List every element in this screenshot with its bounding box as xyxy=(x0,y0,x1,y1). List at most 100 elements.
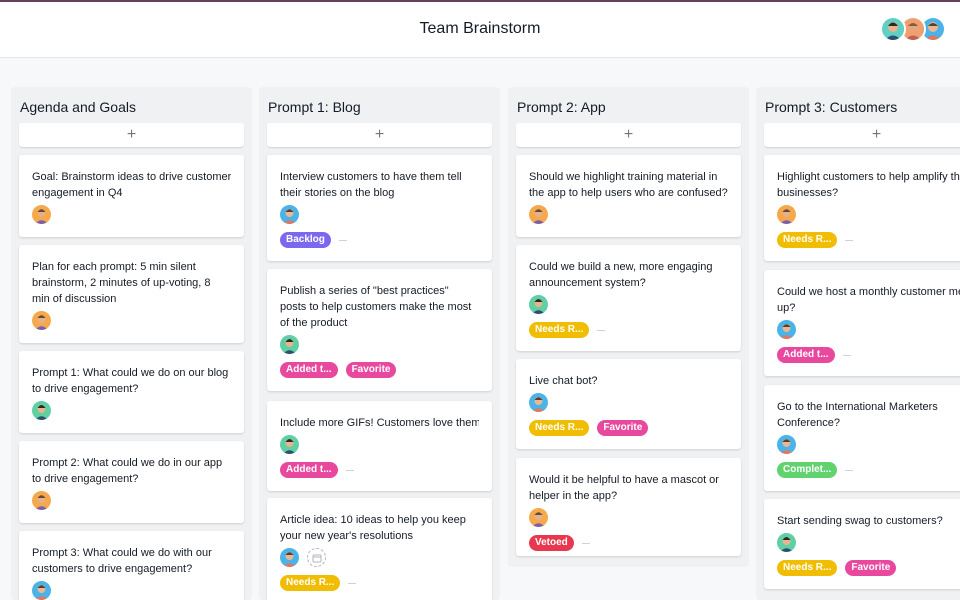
tag-needs-review[interactable]: Needs R... xyxy=(777,560,838,576)
task-card[interactable]: Interview customers to have them tell th… xyxy=(267,155,492,261)
task-name-line: Prompt 3: What could we do with our xyxy=(32,547,212,559)
person-avatar-icon xyxy=(529,295,548,314)
tag-favorite[interactable]: Favorite xyxy=(845,560,897,576)
task-card[interactable]: Publish a series of "best practices" pos… xyxy=(267,269,492,391)
board: Agenda and Goals + Goal: Brainstorm idea… xyxy=(11,87,960,600)
task-name-line: Goal: Brainstorm ideas to drive customer xyxy=(32,171,231,183)
top-bar: Team Brainstorm xyxy=(0,0,960,58)
task-name-line: Start sending swag to customers? xyxy=(777,515,943,527)
task-card[interactable]: Should we highlight training material in… xyxy=(516,155,741,237)
task-name-line: their stories on the blog xyxy=(280,187,395,199)
person-avatar-icon xyxy=(529,508,548,527)
column-title: Prompt 1: Blog xyxy=(268,99,361,115)
tag-separator xyxy=(845,239,854,241)
person-avatar-icon xyxy=(32,581,51,600)
column-prompt-2-app: Prompt 2: App + Should we highlight trai… xyxy=(508,87,749,567)
person-avatar-icon xyxy=(777,320,796,339)
task-card[interactable]: Article idea: 10 ideas to help you keep … xyxy=(267,498,492,600)
assignee-avatar[interactable] xyxy=(32,581,51,600)
tag-added[interactable]: Added t... xyxy=(280,462,338,478)
person-avatar-icon xyxy=(280,205,299,224)
task-card[interactable]: Plan for each prompt: 5 min silent brain… xyxy=(19,245,244,343)
tag-needs-review[interactable]: Needs R... xyxy=(777,232,838,248)
task-card[interactable]: Goal: Brainstorm ideas to drive customer… xyxy=(19,155,244,237)
assignee-avatar[interactable] xyxy=(777,435,796,454)
assignee-avatar[interactable] xyxy=(529,295,548,314)
task-card[interactable]: Include more GIFs! Customers love them A… xyxy=(267,401,492,491)
add-task-button[interactable]: + xyxy=(19,123,244,147)
add-task-button[interactable]: + xyxy=(764,123,960,147)
assignee-avatar[interactable] xyxy=(32,491,51,510)
add-task-button[interactable]: + xyxy=(516,123,741,147)
avatar[interactable] xyxy=(880,16,906,42)
task-name-line: Should we highlight training material in xyxy=(529,171,718,183)
column-prompt-3-customers: Prompt 3: Customers + Highlight customer… xyxy=(756,87,960,600)
task-card[interactable]: Highlight customers to help amplify thei… xyxy=(764,155,960,261)
tag-separator xyxy=(845,469,854,471)
task-card[interactable]: Could we build a new, more engaging anno… xyxy=(516,245,741,351)
assignee-avatar[interactable] xyxy=(32,401,51,420)
tag-favorite[interactable]: Favorite xyxy=(597,420,649,436)
assignee-avatar[interactable] xyxy=(280,435,299,454)
tag-added[interactable]: Added t... xyxy=(280,362,338,378)
due-date-button[interactable] xyxy=(307,548,326,567)
task-card[interactable]: Could we host a monthly customer meet up… xyxy=(764,270,960,376)
tag-needs-review[interactable]: Needs R... xyxy=(529,322,590,338)
assignee-avatar[interactable] xyxy=(280,548,299,567)
task-card[interactable]: Prompt 1: What could we do on our blog t… xyxy=(19,351,244,433)
calendar-icon xyxy=(312,554,321,562)
assignee-avatar[interactable] xyxy=(529,205,548,224)
assignee-avatar[interactable] xyxy=(32,311,51,330)
tag-backlog[interactable]: Backlog xyxy=(280,232,331,248)
tag-added[interactable]: Added t... xyxy=(777,347,835,363)
task-name-line: min of discussion xyxy=(32,293,117,305)
avatar[interactable] xyxy=(900,16,926,42)
tag-needs-review[interactable]: Needs R... xyxy=(529,420,590,436)
task-name-line: to drive engagement? xyxy=(32,383,139,395)
assignee-avatar[interactable] xyxy=(529,508,548,527)
tag-needs-review[interactable]: Needs R... xyxy=(280,575,341,591)
person-avatar-icon xyxy=(280,548,299,567)
add-task-button[interactable]: + xyxy=(267,123,492,147)
task-name-line: your new year's resolutions xyxy=(280,530,413,542)
column-prompt-1-blog: Prompt 1: Blog + Interview customers to … xyxy=(259,87,500,600)
task-name-line: Plan for each prompt: 5 min silent xyxy=(32,261,196,273)
person-avatar-icon xyxy=(777,205,796,224)
tag-complete[interactable]: Complet... xyxy=(777,462,838,478)
task-name-line: Could we build a new, more engaging xyxy=(529,261,713,273)
tag-separator xyxy=(842,354,851,356)
person-avatar-icon xyxy=(280,435,299,454)
assignee-avatar[interactable] xyxy=(280,335,299,354)
tag-vetoed[interactable]: Vetoed xyxy=(529,535,574,551)
person-avatar-icon xyxy=(32,205,51,224)
task-card[interactable]: Would it be helpful to have a mascot or … xyxy=(516,458,741,556)
task-card[interactable]: Live chat bot? Needs R... Favorite xyxy=(516,359,741,449)
task-name-line: Publish a series of "best practices" xyxy=(280,285,449,297)
task-name-line: to drive engagement? xyxy=(32,473,139,485)
person-avatar-icon xyxy=(529,205,548,224)
assignee-avatar[interactable] xyxy=(777,533,796,552)
assignee-avatar[interactable] xyxy=(777,320,796,339)
column-agenda-and-goals: Agenda and Goals + Goal: Brainstorm idea… xyxy=(11,87,252,600)
task-card[interactable]: Go to the International Marketers Confer… xyxy=(764,385,960,491)
tag-favorite[interactable]: Favorite xyxy=(345,362,397,378)
task-name-line: announcement system? xyxy=(529,277,646,289)
task-name-line: Prompt 2: What could we do in our app xyxy=(32,457,223,469)
task-name-line: Interview customers to have them tell xyxy=(280,171,462,183)
person-avatar-icon xyxy=(882,18,904,40)
avatar[interactable] xyxy=(920,16,946,42)
task-name-line: brainstorm, 2 minutes of up-voting, 8 xyxy=(32,277,211,289)
task-name-line: up? xyxy=(777,302,796,314)
task-card[interactable]: Prompt 3: What could we do with our cust… xyxy=(19,531,244,600)
task-name-line: Article idea: 10 ideas to help you keep xyxy=(280,514,466,526)
assignee-avatar[interactable] xyxy=(529,393,548,412)
task-name-line: helper in the app? xyxy=(529,490,618,502)
assignee-avatar[interactable] xyxy=(777,205,796,224)
task-name-line: Would it be helpful to have a mascot or xyxy=(529,474,719,486)
assignee-avatar[interactable] xyxy=(32,205,51,224)
task-card[interactable]: Prompt 2: What could we do in our app to… xyxy=(19,441,244,523)
task-card[interactable]: Start sending swag to customers? Needs R… xyxy=(764,499,960,589)
person-avatar-icon xyxy=(32,491,51,510)
person-avatar-icon xyxy=(922,18,944,40)
assignee-avatar[interactable] xyxy=(280,205,299,224)
